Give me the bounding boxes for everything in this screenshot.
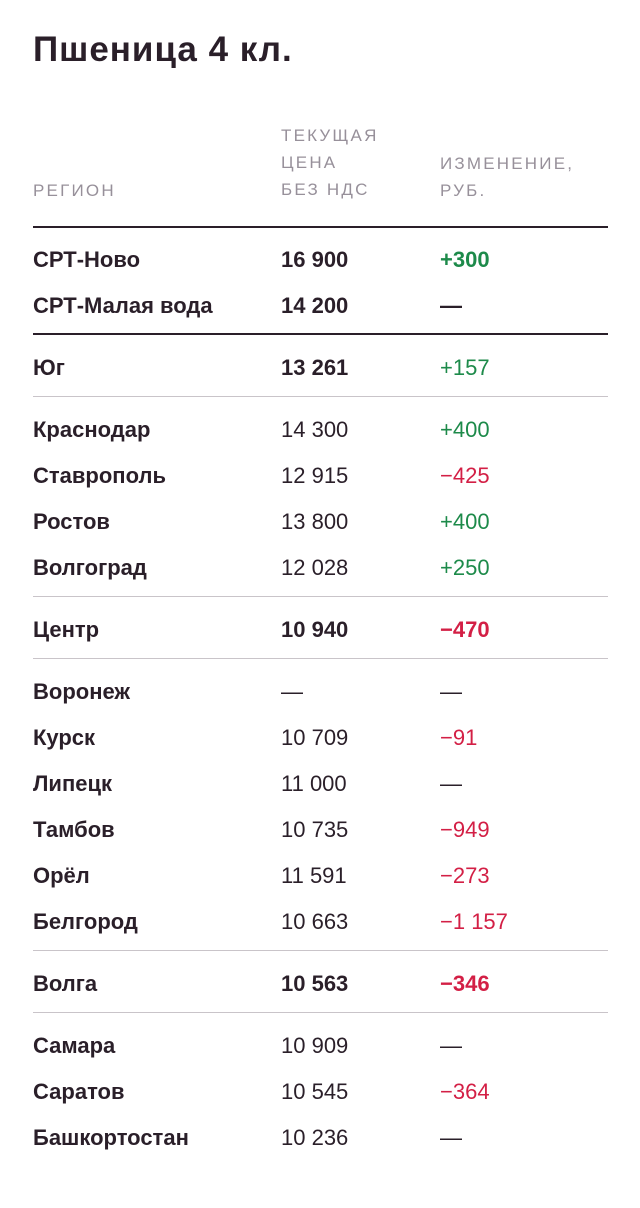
change-cell: +400 — [440, 509, 490, 534]
price-cell: 10 735 — [281, 817, 349, 842]
table-row: Краснодар 14 300 +400 — [0, 410, 640, 450]
region-cell: Башкортостан — [33, 1125, 189, 1150]
table-row: Орёл 11 591 −273 — [0, 856, 640, 896]
table-row: Ростов 13 800 +400 — [0, 502, 640, 542]
change-cell: −364 — [440, 1079, 490, 1104]
region-cell: Юг — [33, 355, 65, 380]
change-cell: −91 — [440, 725, 478, 750]
column-header-price-line: ТЕКУЩАЯ — [281, 126, 379, 145]
table-row: Волгоград 12 028 +250 — [0, 548, 640, 588]
region-cell: Волгоград — [33, 555, 147, 580]
region-cell: Волга — [33, 971, 98, 996]
price-cell: 10 909 — [281, 1033, 349, 1058]
row-divider — [33, 396, 608, 397]
region-cell: Центр — [33, 617, 100, 642]
price-cell: 14 300 — [281, 417, 349, 442]
price-cell: 10 663 — [281, 909, 349, 934]
price-cell: 12 915 — [281, 463, 349, 488]
table-row: Самара 10 909 — — [0, 1026, 640, 1066]
change-cell: −273 — [440, 863, 490, 888]
price-cell: 13 261 — [281, 355, 349, 380]
change-cell: — — [440, 293, 462, 318]
column-header-change-line: ИЗМЕНЕНИЕ, — [440, 154, 575, 173]
price-cell: 12 028 — [281, 555, 349, 580]
change-cell: +250 — [440, 555, 490, 580]
table-row: Тамбов 10 735 −949 — [0, 810, 640, 850]
region-cell: Самара — [33, 1033, 116, 1058]
price-cell: — — [281, 679, 303, 704]
region-cell: СРТ-Малая вода — [33, 293, 213, 318]
change-cell: — — [440, 1125, 462, 1150]
price-cell: 11 591 — [281, 863, 347, 888]
change-cell: −470 — [440, 617, 490, 642]
row-divider — [33, 658, 608, 659]
table-row: Саратов 10 545 −364 — [0, 1072, 640, 1112]
region-cell: Белгород — [33, 909, 138, 934]
region-cell: Ставрополь — [33, 463, 166, 488]
region-cell: Орёл — [33, 863, 90, 888]
price-cell: 10 236 — [281, 1125, 349, 1150]
change-cell: −949 — [440, 817, 490, 842]
price-cell: 10 709 — [281, 725, 349, 750]
change-cell: — — [440, 771, 462, 796]
column-header-region: РЕГИОН — [33, 181, 116, 200]
table-row: Липецк 11 000 — — [0, 764, 640, 804]
row-divider — [33, 596, 608, 597]
change-cell: −346 — [440, 971, 490, 996]
column-header-price-line: ЦЕНА — [281, 153, 338, 172]
region-cell: Тамбов — [33, 817, 115, 842]
table-row: Курск 10 709 −91 — [0, 718, 640, 758]
table-row: СРТ-Ново 16 900 +300 — [0, 240, 640, 280]
table-row: СРТ-Малая вода 14 200 — — [0, 286, 640, 326]
region-cell: Ростов — [33, 509, 110, 534]
change-cell: −1 157 — [440, 909, 508, 934]
row-divider — [33, 333, 608, 335]
price-cell: 13 800 — [281, 509, 349, 534]
table-header: РЕГИОН ТЕКУЩАЯ ЦЕНА БЕЗ НДС ИЗМЕНЕНИЕ, Р… — [0, 0, 640, 230]
price-cell: 11 000 — [281, 771, 347, 796]
table-row: Белгород 10 663 −1 157 — [0, 902, 640, 942]
region-cell: Саратов — [33, 1079, 125, 1104]
price-cell: 10 563 — [281, 971, 349, 996]
table-row: Центр 10 940 −470 — [0, 610, 640, 650]
table-row: Воронеж — — — [0, 672, 640, 712]
column-header-change: ИЗМЕНЕНИЕ, РУБ. — [440, 150, 610, 204]
column-header-price-line: БЕЗ НДС — [281, 180, 370, 199]
region-cell: Липецк — [33, 771, 113, 796]
change-cell: −425 — [440, 463, 490, 488]
column-header-price: ТЕКУЩАЯ ЦЕНА БЕЗ НДС — [281, 122, 431, 203]
price-cell: 14 200 — [281, 293, 349, 318]
region-cell: Курск — [33, 725, 96, 750]
page-title: Пшеница 4 кл. — [33, 30, 293, 69]
row-divider — [33, 950, 608, 951]
row-divider — [33, 1012, 608, 1013]
change-cell: — — [440, 679, 462, 704]
column-header-change-line: РУБ. — [440, 181, 487, 200]
price-cell: 16 900 — [281, 247, 349, 272]
price-cell: 10 940 — [281, 617, 349, 642]
table-row: Волга 10 563 −346 — [0, 964, 640, 1004]
region-cell: СРТ-Ново — [33, 247, 141, 272]
table-row: Юг 13 261 +157 — [0, 348, 640, 388]
change-cell: — — [440, 1033, 462, 1058]
region-cell: Воронеж — [33, 679, 131, 704]
change-cell: +300 — [440, 247, 490, 272]
change-cell: +400 — [440, 417, 490, 442]
row-divider — [33, 226, 608, 228]
table-row: Башкортостан 10 236 — — [0, 1118, 640, 1158]
region-cell: Краснодар — [33, 417, 151, 442]
change-cell: +157 — [440, 355, 490, 380]
table-row: Ставрополь 12 915 −425 — [0, 456, 640, 496]
price-cell: 10 545 — [281, 1079, 349, 1104]
